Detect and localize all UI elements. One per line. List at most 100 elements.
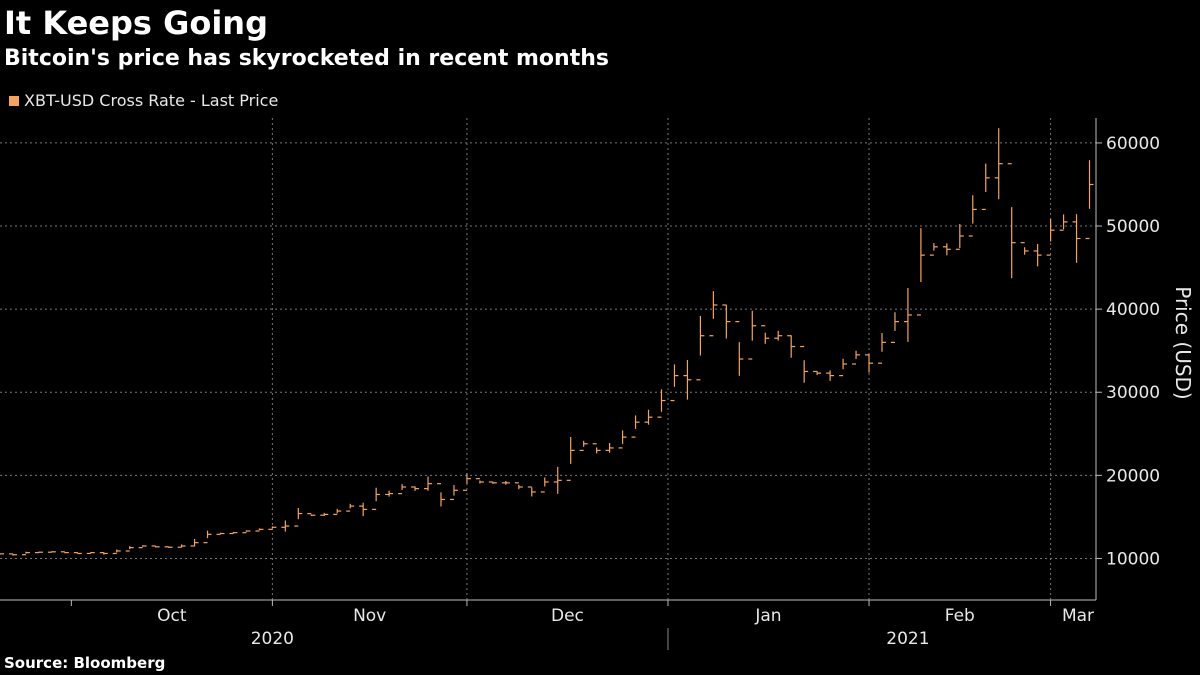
price-bar xyxy=(527,486,536,497)
price-bar xyxy=(579,440,588,452)
price-bar xyxy=(112,549,121,555)
price-bar xyxy=(294,507,303,527)
price-bar xyxy=(164,546,173,548)
y-tick-label: 60000 xyxy=(1106,134,1160,154)
price-bar xyxy=(1007,163,1016,279)
year-label: 2021 xyxy=(886,629,929,649)
year-label: 2020 xyxy=(251,629,294,649)
y-tick-label: 10000 xyxy=(1106,549,1160,569)
price-bar xyxy=(47,551,56,553)
price-bar xyxy=(748,310,757,360)
price-bar xyxy=(839,358,848,377)
price-bar xyxy=(307,512,316,517)
legend: XBT-USD Cross Rate - Last Price xyxy=(9,91,278,110)
price-bars xyxy=(0,128,1094,556)
price-bar xyxy=(449,485,458,501)
price-bar xyxy=(1072,214,1081,263)
price-bar xyxy=(761,325,770,344)
price-bar xyxy=(968,195,977,237)
price-bar xyxy=(916,228,925,316)
price-bar xyxy=(1085,160,1094,240)
price-bar xyxy=(657,389,666,418)
y-tick-label: 30000 xyxy=(1106,383,1160,403)
price-bar xyxy=(177,544,186,548)
price-bar xyxy=(774,330,783,341)
y-tick-label: 50000 xyxy=(1106,217,1160,237)
x-tick-label: Dec xyxy=(551,606,584,626)
price-bar xyxy=(670,364,679,402)
price-bar xyxy=(34,551,43,554)
x-tick-label: Mar xyxy=(1062,606,1094,626)
legend-swatch xyxy=(9,95,19,106)
price-bar xyxy=(683,359,692,400)
price-bar xyxy=(216,532,225,535)
price-bar xyxy=(826,370,835,381)
price-bar xyxy=(852,350,861,365)
price-bar xyxy=(1059,214,1068,231)
price-bar xyxy=(21,551,30,556)
price-bar xyxy=(501,480,510,485)
price-bar xyxy=(411,486,420,491)
price-bar xyxy=(190,538,199,547)
price-bar xyxy=(125,546,134,552)
price-bar xyxy=(359,502,368,517)
price-bar xyxy=(424,476,433,491)
price-bar xyxy=(566,436,575,481)
price-bar xyxy=(281,520,290,532)
price-bar xyxy=(540,477,549,493)
price-bar xyxy=(722,304,731,339)
y-tick-label: 20000 xyxy=(1106,466,1160,486)
price-bar xyxy=(787,335,796,358)
price-bar xyxy=(929,243,938,256)
x-tick-label: Feb xyxy=(945,606,975,626)
price-bar xyxy=(8,553,17,556)
price-bar xyxy=(255,528,264,532)
x-tick-label: Jan xyxy=(754,606,781,626)
price-bar xyxy=(0,553,4,555)
price-bar xyxy=(605,443,614,453)
price-bar xyxy=(942,243,951,256)
price-bar xyxy=(462,473,471,491)
price-bar xyxy=(346,503,355,512)
price-bar xyxy=(514,482,523,490)
price-bar xyxy=(229,531,238,535)
price-bar xyxy=(553,466,562,494)
price-bar xyxy=(592,443,601,454)
price-bar xyxy=(138,545,147,549)
price-bar xyxy=(735,321,744,376)
price-bar xyxy=(994,128,1003,200)
price-bar xyxy=(398,483,407,495)
price-bar xyxy=(903,288,912,342)
price-bar xyxy=(631,415,640,438)
price-bar xyxy=(372,487,381,511)
legend-label: XBT-USD Cross Rate - Last Price xyxy=(24,91,279,110)
price-bar xyxy=(644,409,653,425)
grid-lines xyxy=(0,118,1096,600)
price-bar xyxy=(203,530,212,544)
y-tick-label: 40000 xyxy=(1106,300,1160,320)
price-bar xyxy=(955,224,964,250)
price-bar xyxy=(73,552,82,555)
price-bar xyxy=(333,508,342,516)
price-bar xyxy=(1046,218,1055,256)
price-bar xyxy=(99,552,108,555)
price-bar xyxy=(242,530,251,534)
price-bar xyxy=(475,478,484,484)
price-bar xyxy=(709,291,718,337)
chart-title: It Keeps Going xyxy=(4,4,268,42)
price-bar xyxy=(1020,242,1029,255)
price-bar xyxy=(1033,243,1042,267)
price-bar xyxy=(696,315,705,381)
price-bar xyxy=(488,481,497,484)
price-bar xyxy=(436,483,445,507)
price-bar xyxy=(981,163,990,211)
price-bar xyxy=(385,490,394,497)
price-bar xyxy=(151,545,160,548)
price-bar xyxy=(320,512,329,516)
x-tick-label: Oct xyxy=(157,606,187,626)
axes: 10000 20000 30000 40000 50000 60000 Oct Nov Dec J… xyxy=(0,118,1195,650)
price-bar xyxy=(618,430,627,449)
price-bar xyxy=(268,526,277,530)
x-tick-label: Nov xyxy=(353,606,386,626)
